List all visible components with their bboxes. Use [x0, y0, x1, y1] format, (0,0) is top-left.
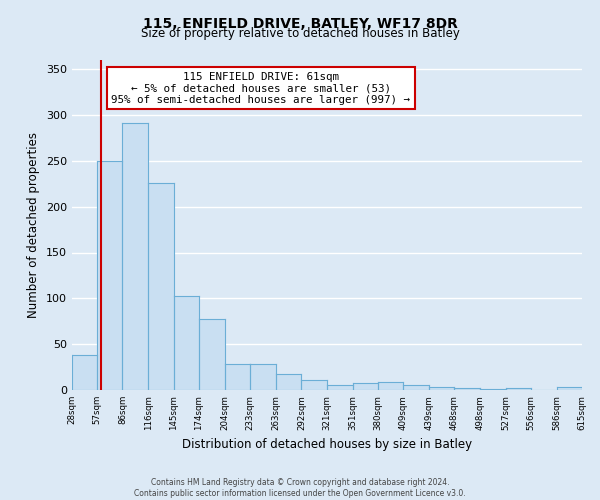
Text: 115, ENFIELD DRIVE, BATLEY, WF17 8DR: 115, ENFIELD DRIVE, BATLEY, WF17 8DR: [143, 18, 457, 32]
Text: Contains HM Land Registry data © Crown copyright and database right 2024.
Contai: Contains HM Land Registry data © Crown c…: [134, 478, 466, 498]
X-axis label: Distribution of detached houses by size in Batley: Distribution of detached houses by size …: [182, 438, 472, 451]
Text: 115 ENFIELD DRIVE: 61sqm
← 5% of detached houses are smaller (53)
95% of semi-de: 115 ENFIELD DRIVE: 61sqm ← 5% of detache…: [111, 72, 410, 105]
Y-axis label: Number of detached properties: Number of detached properties: [28, 132, 40, 318]
Text: Size of property relative to detached houses in Batley: Size of property relative to detached ho…: [140, 28, 460, 40]
